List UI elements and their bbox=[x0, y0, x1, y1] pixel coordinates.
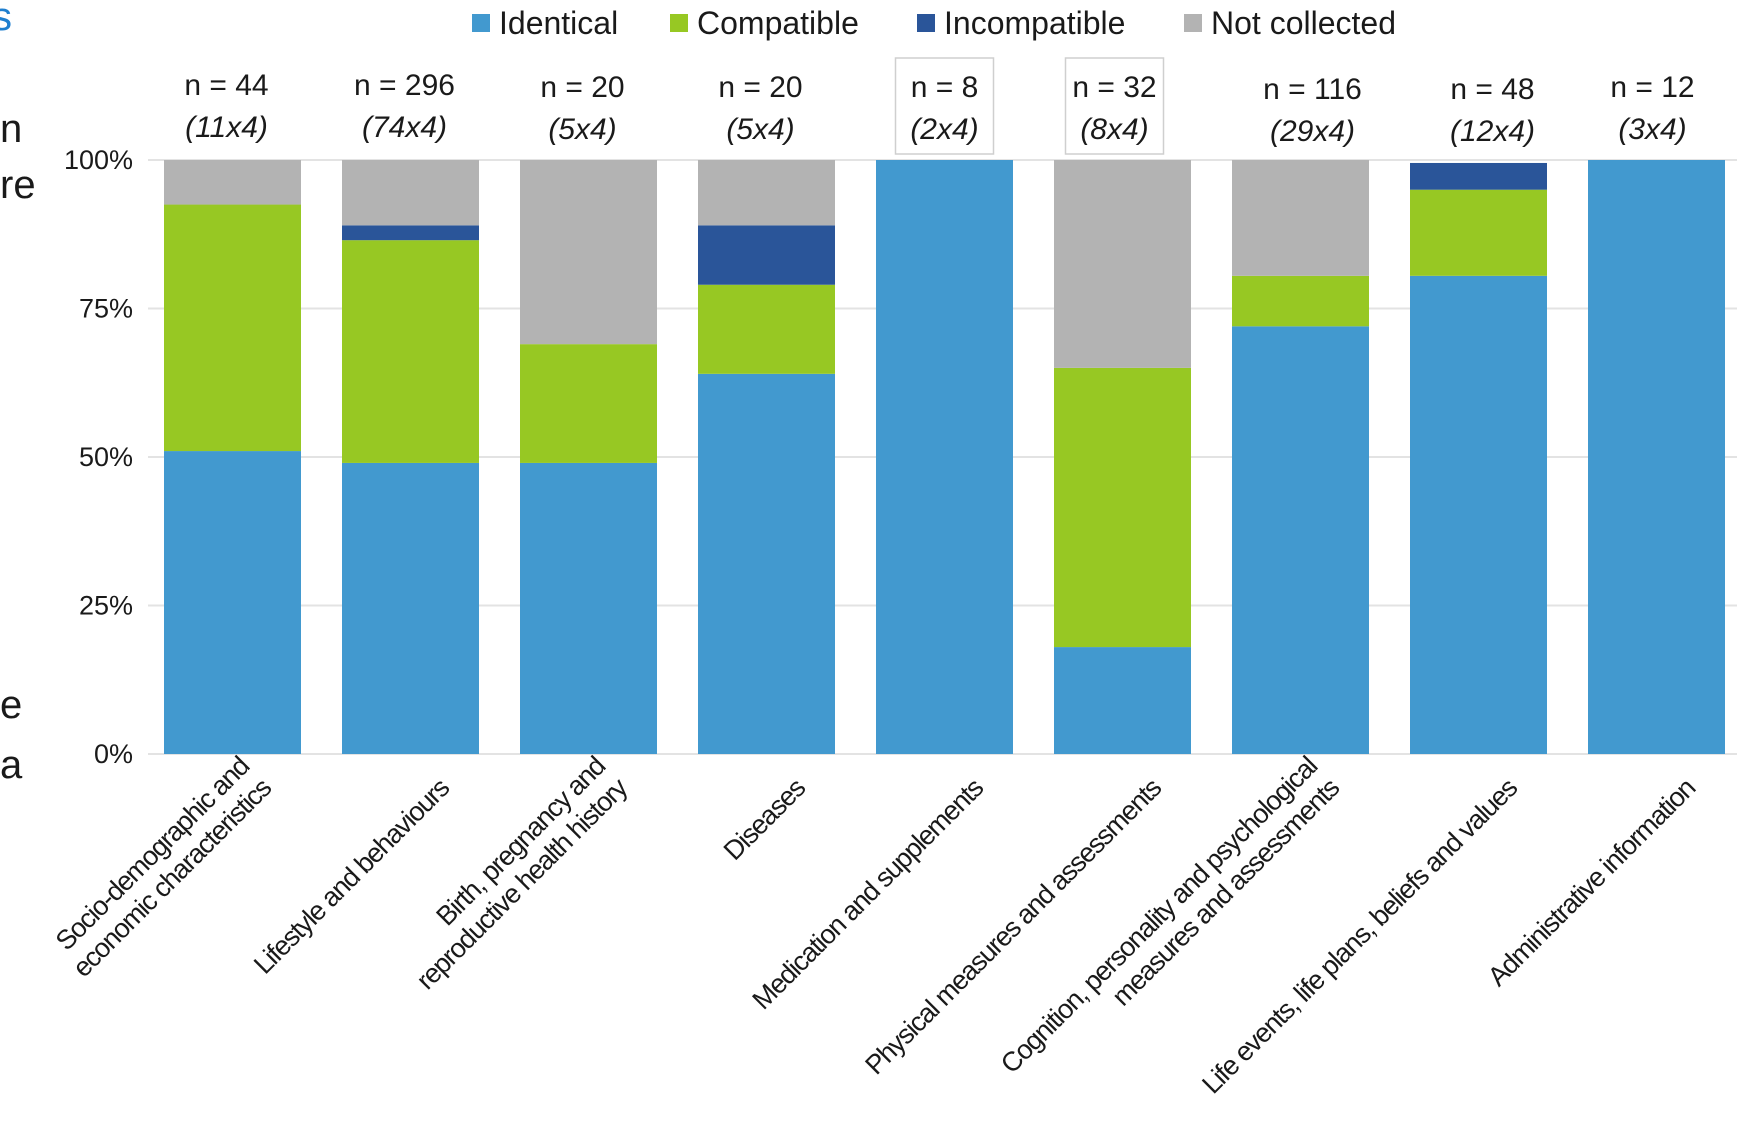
legend-item-incompatible: Incompatible bbox=[917, 5, 1125, 41]
bar-not-collected-6 bbox=[1232, 160, 1369, 276]
legend-swatch bbox=[670, 14, 688, 32]
n-label-2: n = 20 bbox=[540, 71, 624, 104]
cropped-text-top-left: s bbox=[0, 0, 12, 39]
y-tick-label-75: 75% bbox=[79, 294, 133, 324]
cropped-text-left-1: re bbox=[0, 163, 36, 207]
bar-not-collected-1 bbox=[342, 160, 479, 226]
legend-item-not-collected: Not collected bbox=[1184, 5, 1396, 41]
legend-label: Compatible bbox=[697, 5, 859, 41]
bar-compatible-1 bbox=[342, 240, 479, 463]
x-tick-label-line: Diseases bbox=[718, 773, 811, 866]
y-tick-label-25: 25% bbox=[79, 591, 133, 621]
n-label-1: n = 296 bbox=[354, 69, 455, 102]
n-label-8: n = 12 bbox=[1610, 71, 1694, 104]
legend-item-identical: Identical bbox=[472, 5, 618, 41]
multiplier-label-6: (29x4) bbox=[1270, 115, 1355, 148]
cropped-side-text: n re ea s bbox=[0, 0, 36, 787]
multiplier-label-7: (12x4) bbox=[1450, 115, 1535, 148]
bar-identical-4 bbox=[876, 160, 1013, 754]
x-tick-label-line: reproductive health history bbox=[411, 772, 634, 995]
x-tick-label-6: Cognition, personality and psychological… bbox=[995, 751, 1345, 1079]
bar-identical-8 bbox=[1588, 160, 1725, 754]
x-tick-label-8: Administrative information bbox=[1482, 773, 1701, 992]
bar-not-collected-2 bbox=[520, 160, 657, 345]
n-label-3: n = 20 bbox=[718, 71, 802, 104]
multiplier-label-8: (3x4) bbox=[1618, 113, 1686, 146]
bar-compatible-3 bbox=[698, 284, 835, 374]
bar-incompatible-7 bbox=[1410, 162, 1547, 190]
column-count-labels: n = 44 (11x4) n = 296 (74x4) n = 20 (5x4) n = … bbox=[184, 57, 1695, 155]
multiplier-label-0: (11x4) bbox=[185, 111, 268, 144]
multiplier-label-3: (5x4) bbox=[726, 113, 794, 146]
x-tick-label-line: Physical measures and assessments bbox=[859, 773, 1167, 1081]
bar-incompatible-3 bbox=[698, 225, 835, 285]
x-tick-label-line: Socio-demographic and bbox=[50, 751, 255, 956]
bar-not-collected-5 bbox=[1054, 160, 1191, 368]
bar-not-collected-3 bbox=[698, 160, 835, 226]
x-tick-label-3: Diseases bbox=[718, 773, 811, 866]
cropped-text-left-3: a bbox=[0, 743, 23, 787]
n-label-4: n = 8 bbox=[911, 71, 979, 104]
legend-label: Identical bbox=[499, 5, 618, 41]
bar-identical-5 bbox=[1054, 647, 1191, 754]
column-label-box-5 bbox=[1064, 57, 1165, 155]
bar-compatible-7 bbox=[1410, 189, 1547, 276]
bar-incompatible-1 bbox=[342, 225, 479, 241]
y-axis: 0% 25% 50% 75% 100% bbox=[64, 145, 133, 769]
multiplier-label-4: (2x4) bbox=[910, 113, 978, 146]
n-label-7: n = 48 bbox=[1450, 73, 1534, 106]
bar-identical-1 bbox=[342, 462, 479, 754]
y-tick-label-50: 50% bbox=[79, 442, 133, 472]
x-tick-label-1: Lifestyle and behaviours bbox=[248, 773, 455, 980]
legend: Identical Compatible Incompatible Not colle… bbox=[472, 5, 1396, 41]
x-tick-label-line: economic characteristics bbox=[67, 773, 277, 983]
bar-identical-3 bbox=[698, 373, 835, 754]
bar-not-collected-0 bbox=[164, 160, 301, 205]
n-label-6: n = 116 bbox=[1263, 73, 1362, 106]
bar-identical-7 bbox=[1410, 275, 1547, 754]
n-label-0: n = 44 bbox=[184, 69, 268, 102]
bar-identical-2 bbox=[520, 462, 657, 754]
bars bbox=[164, 160, 1725, 754]
legend-swatch bbox=[1184, 14, 1202, 32]
bar-compatible-2 bbox=[520, 344, 657, 463]
x-tick-label-5: Physical measures and assessments bbox=[859, 773, 1167, 1081]
column-label-box-4 bbox=[894, 57, 995, 155]
legend-item-compatible: Compatible bbox=[670, 5, 859, 41]
y-tick-label-100: 100% bbox=[64, 145, 133, 175]
bar-identical-0 bbox=[164, 451, 301, 754]
bar-compatible-5 bbox=[1054, 367, 1191, 648]
x-tick-label-line: Administrative information bbox=[1482, 773, 1701, 992]
n-label-5: n = 32 bbox=[1072, 71, 1156, 104]
legend-swatch bbox=[917, 14, 935, 32]
legend-swatch bbox=[472, 14, 490, 32]
y-tick-label-0: 0% bbox=[94, 739, 133, 769]
legend-label: Not collected bbox=[1211, 5, 1396, 41]
multiplier-label-1: (74x4) bbox=[362, 111, 447, 144]
bar-compatible-0 bbox=[164, 204, 301, 452]
cropped-text-left-2: e bbox=[0, 683, 22, 727]
multiplier-label-2: (5x4) bbox=[548, 113, 616, 146]
x-tick-label-line: Lifestyle and behaviours bbox=[248, 773, 455, 980]
legend-label: Incompatible bbox=[944, 5, 1125, 41]
bar-compatible-6 bbox=[1232, 275, 1369, 327]
bar-identical-6 bbox=[1232, 326, 1369, 754]
multiplier-label-5: (8x4) bbox=[1080, 113, 1148, 146]
cropped-text-left-0: n bbox=[0, 107, 22, 151]
